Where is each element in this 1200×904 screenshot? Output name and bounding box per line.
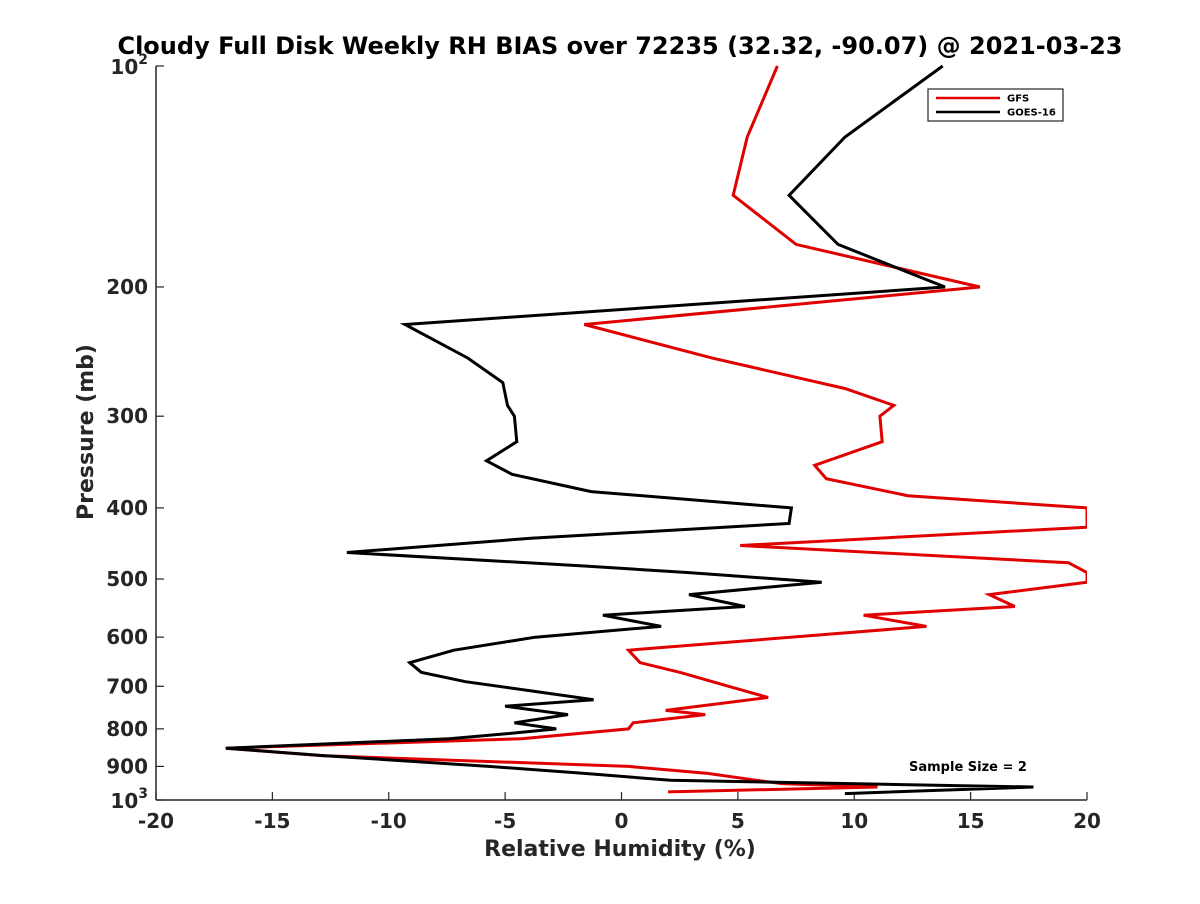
y-tick-label: 200 [106,275,148,299]
x-tick-label: 5 [731,809,745,833]
legend-label-goes16: GOES-16 [1007,108,1056,119]
legend-box [927,88,1064,122]
x-tick-label: -15 [254,809,290,833]
y-tick-label: 400 [106,496,148,520]
y-tick-label: 500 [106,567,148,591]
sample-size-annotation: Sample Size = 2 [909,760,1027,775]
y-tick-label: 800 [106,717,148,741]
y-tick-label: 700 [106,674,148,698]
legend: GFS GOES-16 [927,88,1064,122]
x-tick-label: 10 [840,809,868,833]
x-tick-label: -5 [494,809,516,833]
x-tick-label: 15 [957,809,985,833]
legend-label-gfs: GFS [1007,94,1029,105]
x-tick-label: 20 [1073,809,1101,833]
y-axis-label: Pressure (mb) [74,344,99,520]
x-axis-label: Relative Humidity (%) [484,837,756,862]
y-tick-label: 900 [106,754,148,778]
x-tick-label: 0 [615,809,629,833]
chart-title: Cloudy Full Disk Weekly RH BIAS over 722… [117,32,1122,60]
x-tick-label: -20 [138,809,174,833]
y-tick-label: 102 [110,52,148,79]
series-line-goes16 [225,64,1034,796]
series-group [225,64,1087,796]
series-line-gfs [225,65,1087,794]
y-tick-label: 600 [106,625,148,649]
x-tick-label: -10 [371,809,407,833]
y-tick-label: 300 [106,404,148,428]
x-ticks: -20 -15 -10 -5 0 5 10 15 20 [138,792,1101,833]
